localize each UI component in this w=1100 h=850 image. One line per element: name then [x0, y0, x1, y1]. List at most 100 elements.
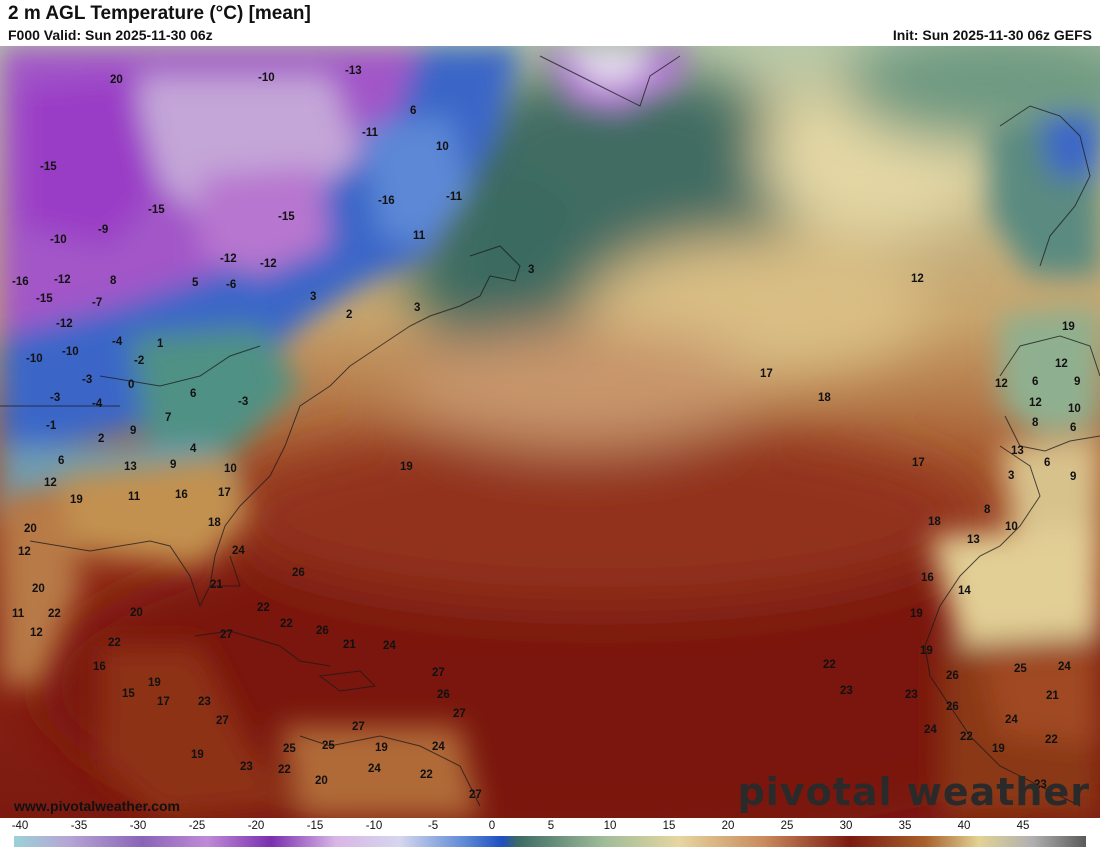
map-label: 7 — [165, 412, 171, 424]
map-label: 13 — [1011, 445, 1024, 457]
map-label: 13 — [124, 461, 137, 473]
map-label: 12 — [911, 273, 924, 285]
map-label: -12 — [220, 253, 237, 265]
map-label: -12 — [260, 258, 277, 270]
map-label: -16 — [12, 276, 29, 288]
map-label: 17 — [760, 368, 773, 380]
map-label: 20 — [130, 607, 143, 619]
map-label: 3 — [528, 264, 534, 276]
map-label: -9 — [98, 224, 108, 236]
map-label: 27 — [432, 667, 445, 679]
map-label: 10 — [436, 141, 449, 153]
map-label: -10 — [26, 353, 43, 365]
map-label: 19 — [375, 742, 388, 754]
map-label: 3 — [1008, 470, 1014, 482]
map-label: 27 — [352, 721, 365, 733]
map-label: 19 — [1062, 321, 1075, 333]
map-label: 22 — [823, 659, 836, 671]
map-label: -3 — [50, 392, 60, 404]
map-label: 18 — [928, 516, 941, 528]
map-label: 24 — [232, 545, 245, 557]
map-label: 20 — [24, 523, 37, 535]
map-label: 19 — [191, 749, 204, 761]
map-header: 2 m AGL Temperature (°C) [mean] F000 Val… — [0, 0, 1100, 46]
map-label: -6 — [226, 279, 236, 291]
valid-time: F000 Valid: Sun 2025-11-30 06z — [8, 27, 213, 43]
map-label: 5 — [192, 277, 199, 289]
map-label: 12 — [18, 546, 31, 558]
website-url[interactable]: www.pivotalweather.com — [14, 798, 180, 814]
map-label: 20 — [32, 583, 45, 595]
temperature-map[interactable]: 20 -10 -13 6 -15 -15 -11 10 -16 -11 -15 … — [0, 46, 1100, 818]
map-label: 23 — [905, 689, 918, 701]
map-label: 23 — [240, 761, 253, 773]
colorbar-tick-label: 20 — [721, 820, 735, 832]
map-label: 25 — [1014, 663, 1027, 675]
map-label: 23 — [1034, 779, 1047, 791]
map-label: 22 — [420, 769, 433, 781]
map-label: -2 — [134, 355, 144, 367]
colorbar-tick-label: 35 — [898, 820, 912, 832]
colorbar-tick-label: 0 — [488, 820, 496, 832]
map-label: 10 — [224, 463, 237, 475]
map-label: 24 — [368, 763, 381, 775]
map-label: 3 — [310, 291, 316, 303]
map-label: 24 — [432, 741, 445, 753]
map-label: 18 — [818, 392, 831, 404]
map-label: -4 — [112, 336, 123, 348]
map-label: 20 — [110, 74, 123, 86]
map-label: 21 — [210, 579, 223, 591]
map-label: 23 — [198, 696, 211, 708]
map-label: -1 — [46, 420, 57, 432]
map-label: 8 — [1032, 417, 1039, 429]
colorbar-tick-label: -10 — [365, 820, 383, 832]
map-label: 22 — [257, 602, 270, 614]
map-label: 19 — [70, 494, 83, 506]
colorbar-tick-label: -15 — [306, 820, 324, 832]
map-label: -13 — [345, 65, 362, 77]
map-label: 16 — [921, 572, 934, 584]
map-label: -10 — [258, 72, 275, 84]
map-label: 22 — [278, 764, 291, 776]
map-label: -10 — [62, 346, 79, 358]
map-label: 24 — [383, 640, 396, 652]
map-label: 6 — [1032, 376, 1038, 388]
map-label: 26 — [437, 689, 450, 701]
map-label: 10 — [1005, 521, 1018, 533]
map-canvas: 20 -10 -13 6 -15 -15 -11 10 -16 -11 -15 … — [0, 46, 1100, 818]
map-label: 25 — [283, 743, 296, 755]
map-label: 23 — [840, 685, 853, 697]
map-label: 12 — [1029, 397, 1042, 409]
init-time: Init: Sun 2025-11-30 06z GEFS — [892, 27, 1092, 43]
colorbar-tick-label: -40 — [11, 820, 29, 832]
map-label: 27 — [453, 708, 466, 720]
map-label: 16 — [93, 661, 106, 673]
map-label: -12 — [54, 274, 71, 286]
colorbar-tick-label: 40 — [957, 820, 971, 832]
temperature-labels: 20 -10 -13 6 -15 -15 -11 10 -16 -11 -15 … — [12, 65, 1081, 801]
colorbar-tick-label: -35 — [70, 820, 88, 832]
map-label: -15 — [148, 204, 165, 216]
map-label: 12 — [44, 477, 57, 489]
map-label: -15 — [278, 211, 295, 223]
colorbar-tick-label: 15 — [662, 820, 676, 832]
map-label: 13 — [967, 534, 980, 546]
colorbar-tick-label: 25 — [780, 820, 794, 832]
map-label: 19 — [400, 461, 413, 473]
map-label: 19 — [148, 677, 161, 689]
coastlines — [0, 55, 1100, 807]
map-label: 6 — [410, 105, 416, 117]
map-label: -4 — [92, 398, 103, 410]
map-label: -3 — [238, 396, 248, 408]
map-label: 15 — [122, 688, 135, 700]
colorbar-tick-label: 10 — [603, 820, 617, 832]
map-label: -16 — [378, 195, 395, 207]
map-label: 22 — [108, 637, 121, 649]
colorbar-tick-label: -20 — [247, 820, 265, 832]
map-label: 21 — [1046, 690, 1059, 702]
map-label: 17 — [912, 457, 925, 469]
map-label: 0 — [128, 379, 134, 391]
map-label: 9 — [1070, 471, 1076, 483]
map-label: 6 — [1070, 422, 1076, 434]
colorbar-tick-label: 30 — [839, 820, 853, 832]
